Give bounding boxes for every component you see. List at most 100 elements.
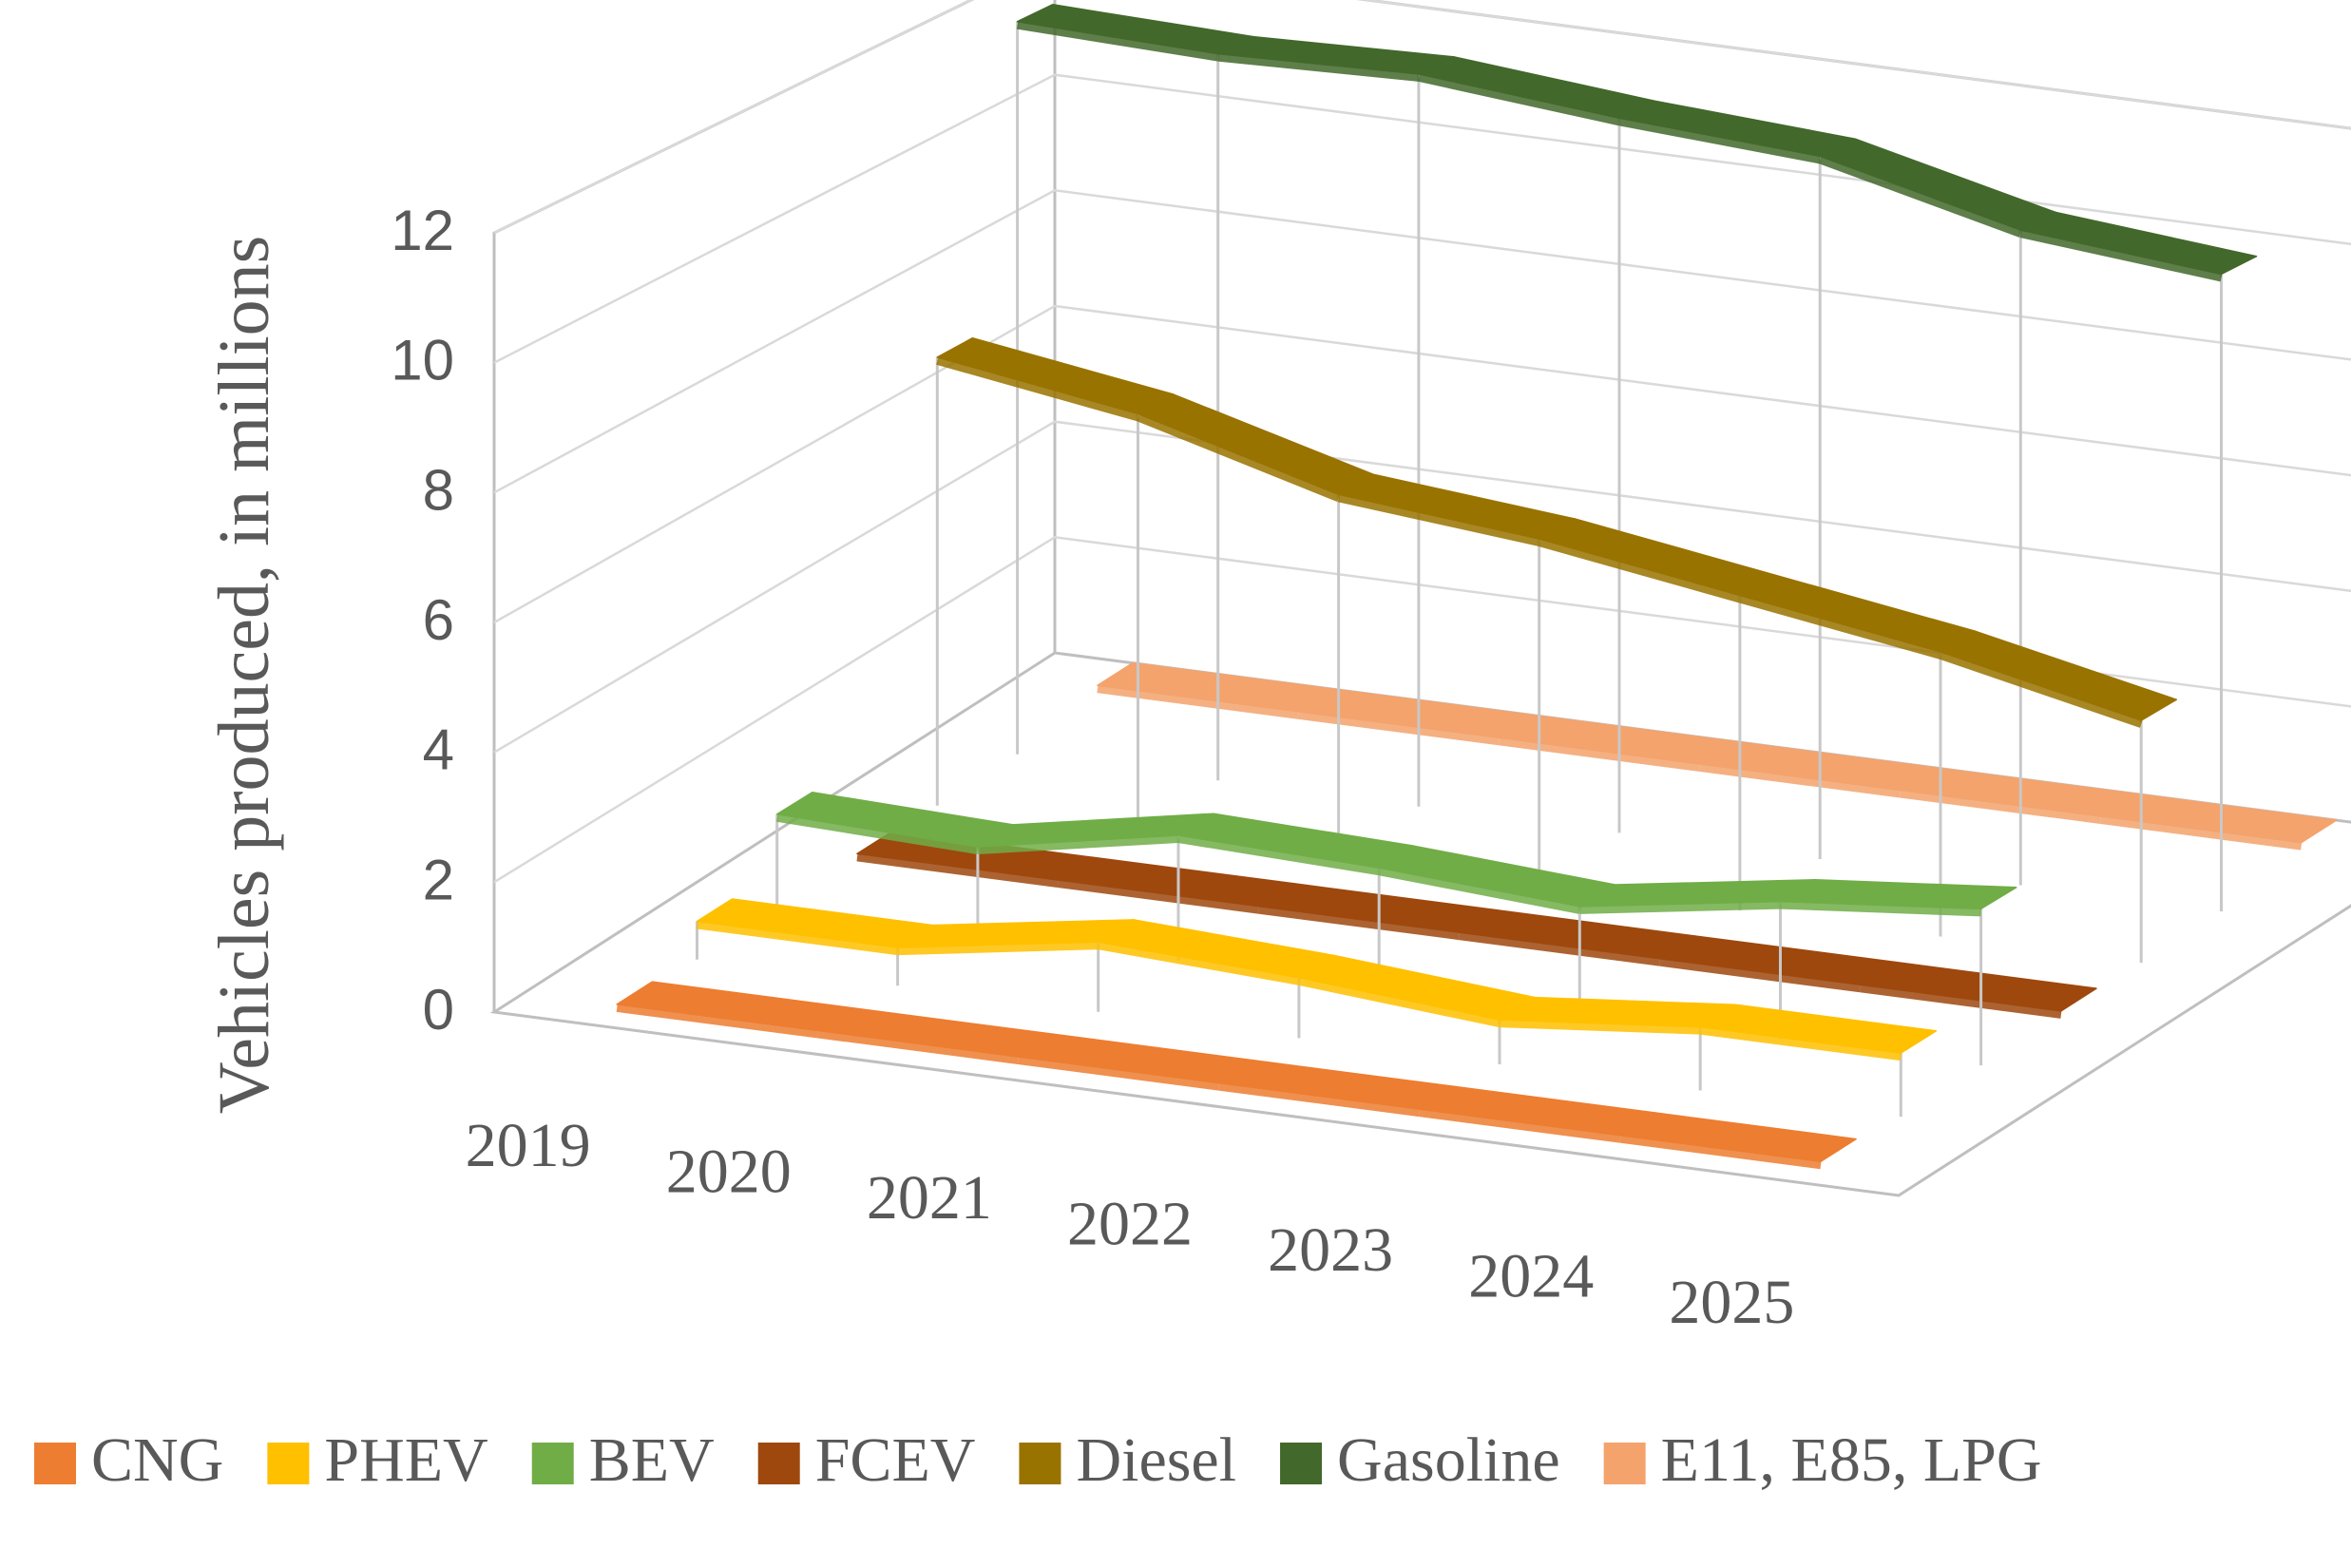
x-tick-label: 2019 (466, 1111, 591, 1180)
legend-label: BEV (589, 1425, 715, 1495)
legend-swatch (757, 1443, 800, 1484)
legend-item: E11, E85, LPG (1603, 1425, 2042, 1495)
legend-item: PHEV (267, 1425, 488, 1495)
y-tick-label: 6 (423, 588, 454, 652)
x-tick-label: 2020 (666, 1137, 792, 1206)
legend-label: PHEV (324, 1425, 487, 1495)
ribbon-segment (1538, 518, 1776, 597)
ribbon-edge (1698, 763, 1902, 798)
ribbon-segment (1137, 393, 1375, 496)
ribbon-edge (1297, 711, 1500, 746)
legend-label: Gasoline (1337, 1425, 1560, 1495)
legend-label: Diesel (1076, 1425, 1236, 1495)
ribbon-edge (1418, 73, 1620, 126)
ribbon-edge (1097, 942, 1300, 985)
ribbon-edge (616, 1004, 818, 1039)
ribbon-edge (1217, 53, 1420, 82)
ribbon-edge (1579, 901, 1781, 914)
ribbon-edge (1899, 790, 2102, 824)
ribbon-edge (1097, 685, 1299, 719)
ribbon-edge (2100, 816, 2303, 851)
ribbon-edge (816, 1030, 1020, 1064)
legend-item: Diesel (1019, 1425, 1236, 1495)
y-axis-title: Vehicles produced, in millions (204, 236, 284, 1115)
series-gasoline (1016, 4, 2258, 912)
ribbon-edge (1337, 494, 1540, 546)
gridline (493, 189, 2351, 494)
floor-frame (489, 651, 2351, 1197)
ribbon-edge (1057, 880, 1259, 914)
legend-item: FCEV (757, 1425, 976, 1495)
x-tick-label: 2024 (1468, 1242, 1594, 1311)
ribbon-edge (1498, 737, 1700, 772)
legend-swatch (1603, 1443, 1646, 1484)
ribbon-edge (776, 813, 979, 854)
x-tick-label: 2021 (867, 1163, 992, 1233)
ribbon-edge (1177, 835, 1380, 876)
y-tick-label: 4 (423, 718, 454, 782)
ribbon-edge (1017, 1057, 1220, 1091)
legend-label: CNG (91, 1425, 223, 1495)
legend-label: E11, E85, LPG (1661, 1425, 2042, 1495)
ribbon-edge (1218, 1082, 1421, 1118)
ribbon-segment (1739, 574, 1977, 653)
ribbon-edge (1818, 156, 2022, 238)
ribbon-edge (2019, 230, 2223, 282)
y-tick-label: 0 (423, 978, 454, 1042)
ribbon-edge (897, 942, 1099, 956)
ribbon-edge (1257, 906, 1461, 941)
x-tick-labels: 2019 2020 2021 2022 2023 2024 2025 (466, 1111, 1795, 1337)
ribbon-edge (977, 835, 1179, 854)
series-diesel (935, 336, 2178, 964)
ribbon-edge (1699, 1026, 1902, 1061)
ribbon-edge (856, 853, 1059, 888)
ribbon-edge (1780, 901, 1981, 917)
series-cng (616, 981, 1857, 1170)
ribbon-edge (696, 921, 899, 956)
legend-swatch (267, 1443, 310, 1484)
y-tick-label: 2 (423, 848, 454, 911)
ribbon-edge (936, 357, 1139, 422)
legend-item: CNG (34, 1425, 223, 1495)
legend-swatch (1280, 1443, 1323, 1484)
legend: CNG PHEV BEV FCEV Diesel Gasoline E11, E85, LP… (34, 1425, 2042, 1495)
legend-item: BEV (531, 1425, 715, 1495)
ribbon-edge (1619, 1135, 1822, 1170)
gridline (493, 420, 2351, 754)
legend-swatch (531, 1443, 574, 1484)
ribbon-segment (1819, 138, 2057, 231)
x-tick-label: 2023 (1268, 1215, 1393, 1285)
x-tick-label: 2025 (1669, 1268, 1794, 1337)
ribbon-edge (1419, 1109, 1621, 1143)
gridline (493, 304, 2351, 624)
series-ribbons (616, 4, 2338, 1170)
ribbon-edge (1298, 977, 1500, 1028)
ribbon-edge (1016, 21, 1219, 62)
y-tick-label: 8 (423, 458, 454, 522)
ribbon-edge (1137, 413, 1341, 503)
ribbon-edge (1860, 985, 2062, 1019)
ribbon-edge (1538, 539, 1741, 603)
y-tick-label: 12 (391, 199, 454, 262)
ribbon-edge (1458, 932, 1661, 966)
series-bev (775, 792, 2017, 1066)
legend-swatch (1019, 1443, 1061, 1484)
series-phev (696, 898, 1938, 1118)
ribbon-edge (1618, 118, 1821, 164)
legend-swatch (34, 1443, 76, 1484)
legend-item: Gasoline (1280, 1425, 1560, 1495)
x-tick-label: 2022 (1067, 1190, 1193, 1259)
ribbon-edge (1378, 868, 1581, 914)
ribbon-edge (1738, 595, 1942, 660)
legend-label: FCEV (815, 1425, 976, 1495)
y-tick-label: 10 (391, 329, 454, 392)
ribbon-edge (1499, 1020, 1701, 1035)
ribbon-edge (1659, 958, 1862, 993)
gridline (493, 0, 2351, 235)
ribbon-segment (1940, 630, 2178, 721)
y-tick-labels: 0 2 4 6 8 10 12 (391, 199, 454, 1042)
ribbon-edge (1939, 652, 2143, 728)
series-e11-e85-lpg (1097, 661, 2338, 851)
